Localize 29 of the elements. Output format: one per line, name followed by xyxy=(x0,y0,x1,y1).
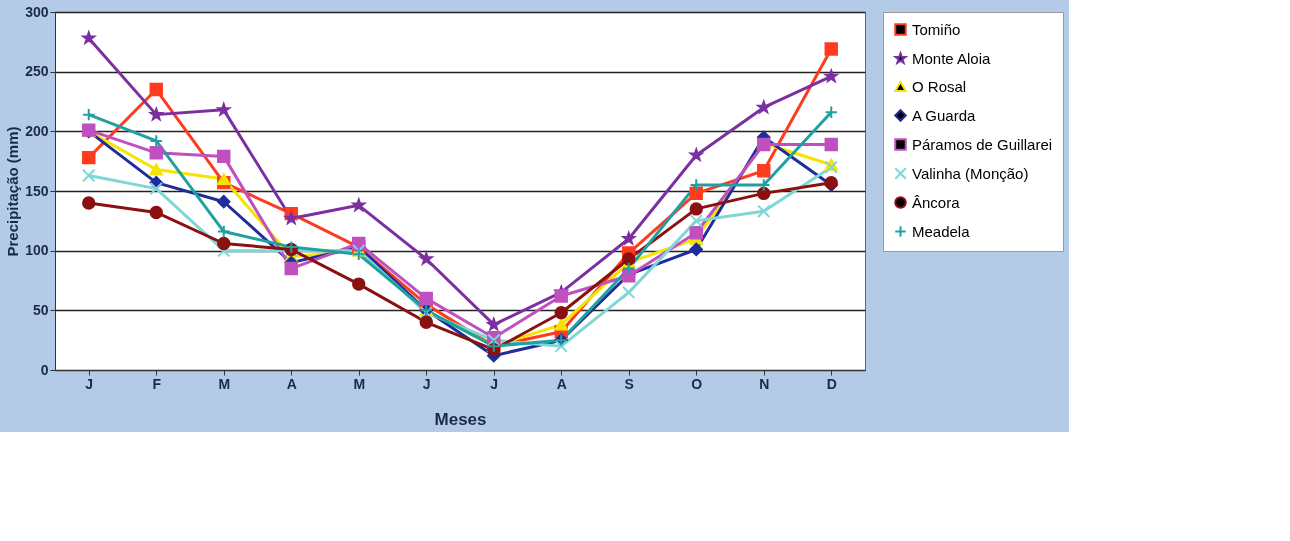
x-tick-label: S xyxy=(624,375,634,392)
legend-label: Meadela xyxy=(912,222,971,240)
x-tick-label: J xyxy=(85,375,94,392)
y-tick-label: 100 xyxy=(25,242,49,259)
x-tick-label: O xyxy=(691,375,703,392)
x-tick-label: A xyxy=(286,375,297,392)
x-tick-label: J xyxy=(490,375,499,392)
x-axis-title: Meses xyxy=(434,409,487,429)
x-tick-label: A xyxy=(556,375,567,392)
x-tick-label: M xyxy=(218,375,231,392)
x-tick-label: D xyxy=(826,375,837,392)
legend-label: Valinha (Monção) xyxy=(912,164,1029,182)
legend-label: Monte Aloia xyxy=(912,49,992,67)
y-tick-label: 300 xyxy=(25,3,49,20)
legend-label: Tomiño xyxy=(912,20,961,38)
x-tick-label: N xyxy=(759,375,770,392)
legend-label: Páramos de Guillarei xyxy=(912,135,1053,153)
y-tick-label: 50 xyxy=(32,301,49,318)
x-tick-label: J xyxy=(422,375,431,392)
y-tick-label: 250 xyxy=(25,63,49,80)
legend-label: A Guarda xyxy=(912,106,977,124)
y-tick-label: 0 xyxy=(40,361,49,378)
y-tick-label: 200 xyxy=(25,122,49,139)
legend-label: Âncora xyxy=(912,193,961,211)
y-axis-title: Precipitação (mm) xyxy=(4,126,22,257)
x-tick-label: F xyxy=(152,375,162,392)
legend-label: O Rosal xyxy=(912,77,967,95)
y-tick-label: 150 xyxy=(25,182,49,199)
x-tick-label: M xyxy=(353,375,366,392)
